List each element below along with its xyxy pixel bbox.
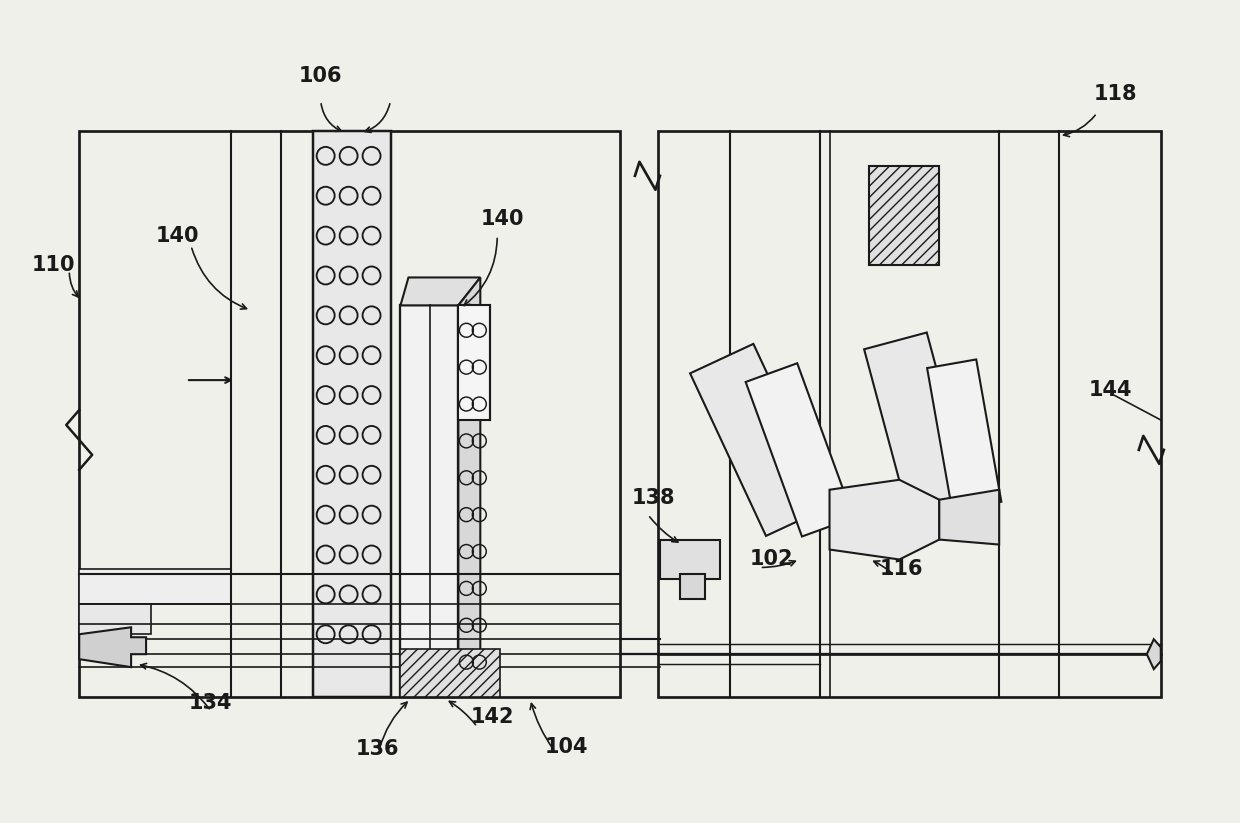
Text: 138: 138 [632,488,676,508]
Text: 144: 144 [1089,380,1132,400]
Text: 136: 136 [356,739,399,759]
Text: 110: 110 [31,255,74,276]
Bar [459,305,490,420]
Polygon shape [691,344,830,536]
Polygon shape [830,480,939,560]
Bar [79,570,231,604]
Bar [79,131,620,697]
Bar [79,604,151,635]
Text: 102: 102 [750,550,794,570]
Text: 106: 106 [299,66,342,86]
Text: 116: 116 [879,560,923,579]
Bar [869,165,939,266]
Bar [680,574,704,599]
Polygon shape [939,490,999,545]
Bar [660,540,719,579]
Text: 118: 118 [1094,84,1137,104]
Polygon shape [401,277,480,305]
Polygon shape [864,332,975,528]
Bar [401,305,459,697]
Text: 140: 140 [156,226,200,245]
Bar [658,131,1161,697]
Text: 104: 104 [546,737,589,757]
Text: 140: 140 [480,209,523,229]
Text: 134: 134 [188,693,232,713]
Polygon shape [1147,639,1161,669]
Text: 142: 142 [470,707,513,727]
Polygon shape [459,277,480,697]
Bar [401,649,500,697]
Bar [312,131,391,697]
Polygon shape [745,363,853,537]
Polygon shape [79,627,146,667]
Polygon shape [928,360,1002,510]
